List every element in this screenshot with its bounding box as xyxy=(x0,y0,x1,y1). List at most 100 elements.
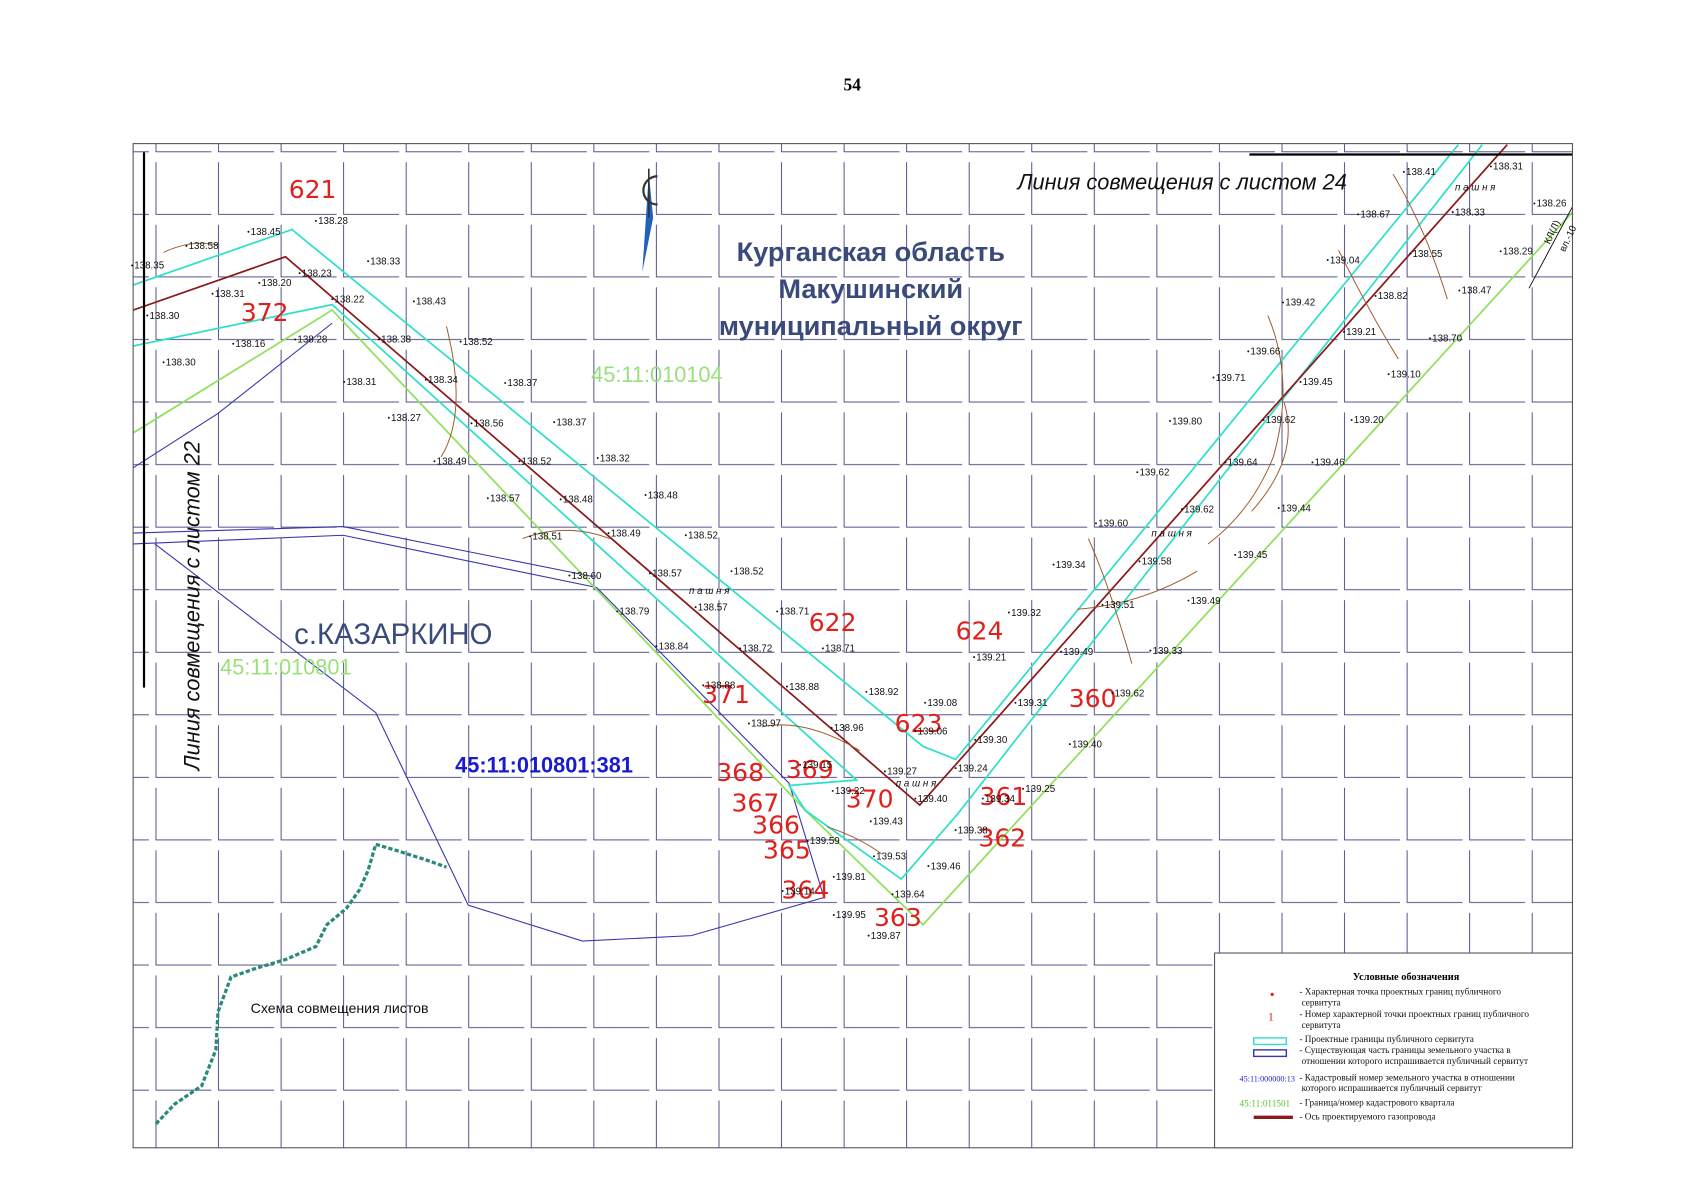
point-number: 368 xyxy=(716,758,764,787)
elevation-label: 138.58 xyxy=(189,241,219,252)
elevation-point xyxy=(655,645,658,648)
point-number: 621 xyxy=(289,175,337,204)
elevation-point xyxy=(1387,373,1390,376)
legend-item: - Кадастровый номер земельного участка в… xyxy=(1299,1072,1515,1082)
elevation-point xyxy=(867,934,870,937)
elevation-label: 138.32 xyxy=(600,453,630,464)
elevation-label: 138.52 xyxy=(463,337,493,348)
elevation-point xyxy=(776,610,779,613)
elevation-label: 138.37 xyxy=(556,417,586,428)
elevation-label: 138.82 xyxy=(1378,291,1408,302)
elevation-label: 138.96 xyxy=(834,723,864,734)
legend-item: - Проектные границы публичного сервитута xyxy=(1299,1034,1473,1044)
elevation-point xyxy=(873,855,876,858)
elevation-label: 138.52 xyxy=(522,457,552,468)
north-arrow xyxy=(642,168,658,272)
region-label: муниципальный округ xyxy=(719,310,1023,341)
elevation-label: 138.71 xyxy=(825,644,855,655)
elevation-point xyxy=(954,829,957,832)
elevation-label: 139.25 xyxy=(1025,784,1055,795)
elevation-point xyxy=(973,656,976,659)
elevation-label: 139.46 xyxy=(931,861,961,872)
elevation-label: 139.20 xyxy=(1354,415,1384,426)
elevation-label: 138.88 xyxy=(705,681,735,692)
elevation-point xyxy=(232,342,235,345)
elevation-label: 138.31 xyxy=(215,289,245,300)
elevation-label: 139.38 xyxy=(958,825,988,836)
elevation-label: 139.22 xyxy=(835,786,865,797)
elevation-label: 139.49 xyxy=(1063,647,1093,658)
elevation-label: 138.45 xyxy=(251,227,281,238)
point-number: 361 xyxy=(980,782,1028,811)
elevation-label: 138.92 xyxy=(869,687,899,698)
elevation-point xyxy=(470,422,473,425)
parcel-label: 45:11:010801:381 xyxy=(455,752,633,777)
sheet-scheme xyxy=(154,842,448,1125)
elevation-label: 139.21 xyxy=(1346,327,1376,338)
elevation-label: 139.33 xyxy=(1153,646,1183,657)
elevation-point xyxy=(694,606,697,609)
elevation-point xyxy=(1343,330,1345,333)
elevation-point xyxy=(433,460,436,463)
elevation-label: 139.80 xyxy=(1172,416,1202,427)
elevation-point xyxy=(891,893,894,896)
elevation-point xyxy=(162,361,165,364)
elevation-label: 138.26 xyxy=(1537,199,1567,210)
elevation-label: 139.60 xyxy=(1098,519,1128,530)
elevation-label: 139.40 xyxy=(918,794,948,805)
elevation-point xyxy=(1402,170,1405,173)
elevation-label: 138.30 xyxy=(166,358,196,369)
elevation-point xyxy=(883,770,886,773)
elevation-label: 139.24 xyxy=(958,763,988,774)
elevation-point xyxy=(865,690,868,693)
elevation-point xyxy=(1247,350,1250,353)
elevation-label: 138.55 xyxy=(1413,249,1443,260)
elevation-point xyxy=(1224,461,1227,464)
elevation-label: 138.35 xyxy=(134,261,164,272)
elevation-point xyxy=(924,701,927,704)
elevation-point xyxy=(1533,202,1536,205)
elevation-label: 139.46 xyxy=(1315,458,1345,469)
elevation-label: 139.62 xyxy=(1266,415,1296,426)
gas-pipeline-axis xyxy=(133,144,1508,807)
elevation-label: 138.52 xyxy=(734,566,764,577)
point-number: 366 xyxy=(752,810,800,839)
legend-item: - Существующая часть границы земельного … xyxy=(1299,1045,1511,1055)
elevation-point xyxy=(424,378,427,381)
elevation-label: 139.08 xyxy=(927,698,957,709)
elevation-label: 138.23 xyxy=(302,268,332,279)
elevation-point xyxy=(131,264,134,267)
elevation-label: 139.31 xyxy=(1018,698,1048,709)
elevation-point xyxy=(739,647,742,650)
elevation-point xyxy=(607,532,610,535)
point-number: 371 xyxy=(702,680,750,709)
elevation-label: 139.32 xyxy=(1011,608,1041,619)
elevation-point xyxy=(1499,250,1502,253)
elevation-point xyxy=(568,574,571,577)
elevation-point xyxy=(1374,294,1377,297)
elevation-label: 138.51 xyxy=(532,532,562,543)
settlement: с.КАЗАРКИНО xyxy=(294,618,492,651)
point-number: 367 xyxy=(732,789,780,818)
elevation-point xyxy=(247,230,250,233)
elevation-point xyxy=(1350,418,1353,421)
elevation-label: 139.42 xyxy=(1285,298,1315,309)
elevation-label: 138.57 xyxy=(652,569,682,580)
elevation-label: 138.43 xyxy=(416,297,446,308)
scheme-label: Схема совмещения листов xyxy=(251,1000,429,1016)
point-number: 369 xyxy=(786,755,834,784)
parcel-boundary xyxy=(133,534,825,942)
elevation-label: 138.48 xyxy=(648,490,678,501)
elevation-label: 138.70 xyxy=(1432,334,1462,345)
elevation-point xyxy=(146,314,149,317)
elevation-label: 138.29 xyxy=(1503,247,1533,258)
elevation-point xyxy=(553,421,556,424)
elevation-point xyxy=(1014,701,1017,704)
elevation-point xyxy=(1101,603,1104,606)
elevation-point xyxy=(832,913,835,916)
elevation-point xyxy=(1022,787,1025,790)
point-number: 363 xyxy=(874,903,922,932)
legend-item: - Характерная точка проектных границ пуб… xyxy=(1299,986,1501,996)
elevation-point xyxy=(387,416,390,419)
elevation-point xyxy=(412,300,415,303)
